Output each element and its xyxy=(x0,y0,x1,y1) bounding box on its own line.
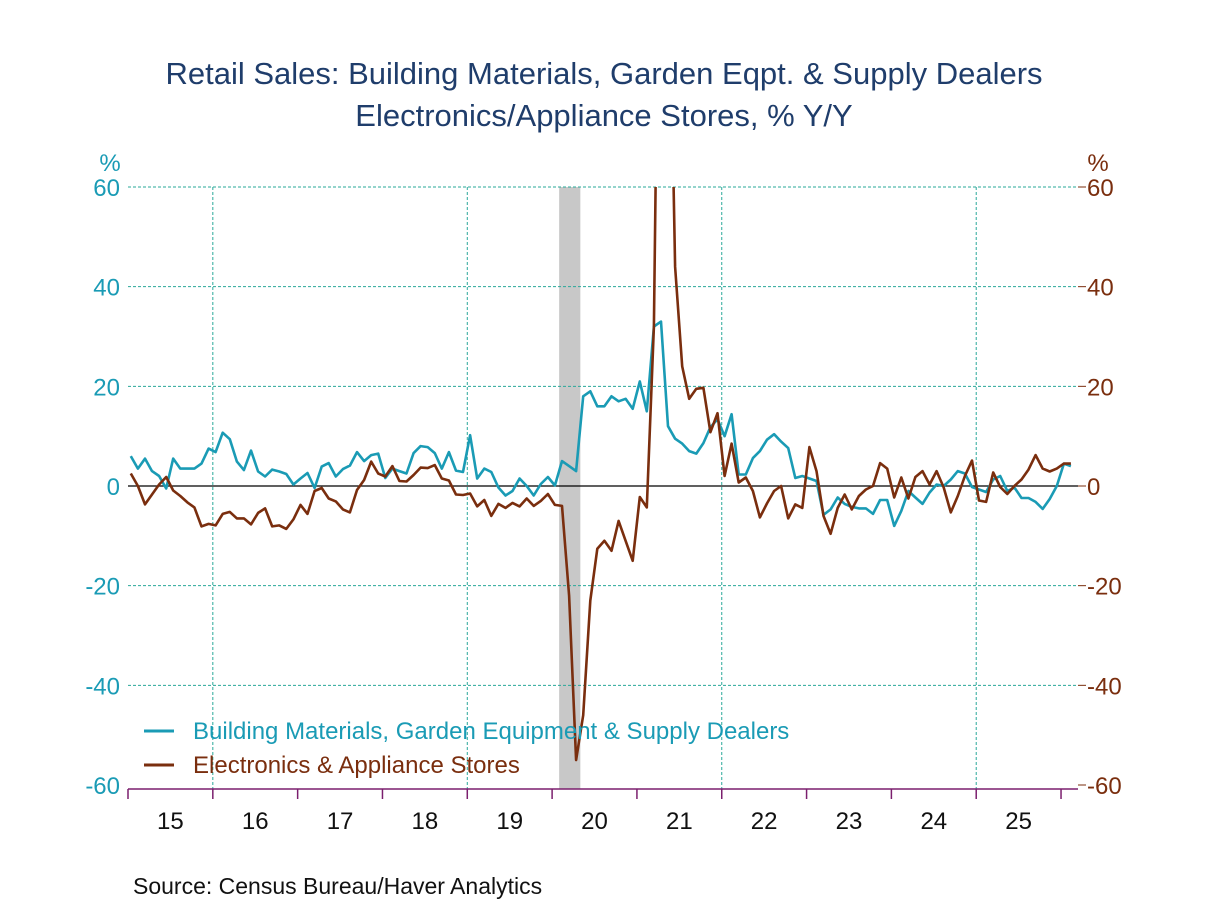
left-tick-label: -60 xyxy=(85,773,120,800)
series-line-electronics xyxy=(129,187,1071,762)
right-tick-label: 20 xyxy=(1087,374,1114,401)
right-tick-label: -40 xyxy=(1087,673,1122,700)
y-axis-ticks: 60 60 40 40 20 20 0 0 -20 -20 -40 -40 -60 -60 xyxy=(85,175,1121,800)
right-tick-label: -20 xyxy=(1087,574,1122,601)
series-line-building-materials xyxy=(129,320,1072,528)
x-tick-label: 16 xyxy=(242,808,269,835)
x-tick-label: 21 xyxy=(666,808,693,835)
right-tick-label: -60 xyxy=(1087,773,1122,800)
x-tick-label: 22 xyxy=(751,808,778,835)
x-tick-label: 19 xyxy=(496,808,523,835)
right-tick-label: 40 xyxy=(1087,275,1114,302)
x-tick-label: 18 xyxy=(412,808,439,835)
x-tick-label: 20 xyxy=(581,808,608,835)
source-note: Source: Census Bureau/Haver Analytics xyxy=(133,873,542,899)
recession-shading xyxy=(559,187,581,789)
chart-title: Retail Sales: Building Materials, Garden… xyxy=(165,56,1042,91)
left-tick-label: 0 xyxy=(107,474,120,501)
x-axis: 15 16 17 18 19 20 21 22 23 24 25 xyxy=(127,788,1078,835)
x-tick-label: 24 xyxy=(920,808,947,835)
left-tick-label: 40 xyxy=(93,275,120,302)
right-tick-label: 60 xyxy=(1087,175,1114,202)
chart-subtitle: Electronics/Appliance Stores, % Y/Y xyxy=(355,98,852,133)
right-axis-unit: % xyxy=(1087,150,1108,177)
gridlines xyxy=(128,186,1078,789)
legend-label-building: Building Materials, Garden Equipment & S… xyxy=(193,718,789,745)
left-tick-label: 60 xyxy=(93,175,120,202)
legend-label-electronics: Electronics & Appliance Stores xyxy=(193,752,520,779)
x-tick-label: 15 xyxy=(157,808,184,835)
legend: Building Materials, Garden Equipment & S… xyxy=(144,718,789,779)
x-tick-label: 25 xyxy=(1005,808,1032,835)
x-tick-label: 23 xyxy=(836,808,863,835)
left-tick-label: -40 xyxy=(85,673,120,700)
left-axis-unit: % xyxy=(99,150,120,177)
x-tick-label: 17 xyxy=(327,808,354,835)
right-tick-label: 0 xyxy=(1087,474,1100,501)
left-tick-label: -20 xyxy=(85,574,120,601)
recession-bar xyxy=(559,187,581,789)
left-tick-label: 20 xyxy=(93,374,120,401)
